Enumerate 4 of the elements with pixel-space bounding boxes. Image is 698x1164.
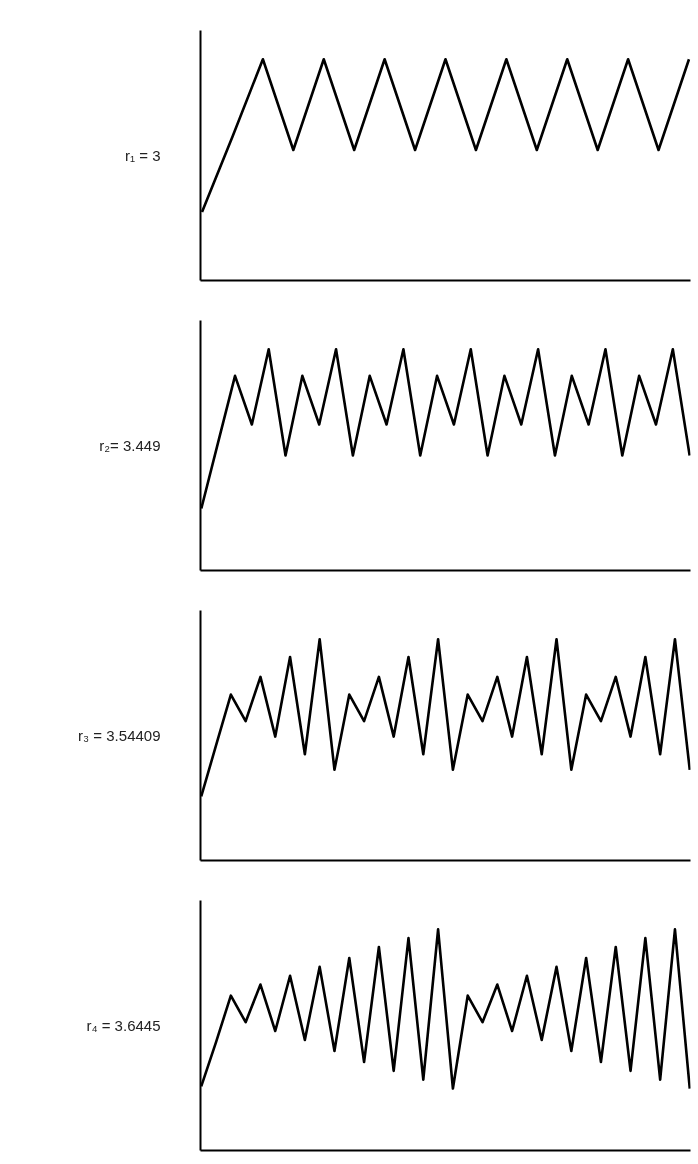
y-axis-title: r₄ = 3.6445 (86, 1017, 161, 1034)
y-axis-title: r₁ = 3 (125, 147, 161, 164)
y-axis-title: r₂= 3.449 (99, 437, 161, 454)
y-axis-title: r₃ = 3.54409 (78, 727, 161, 744)
